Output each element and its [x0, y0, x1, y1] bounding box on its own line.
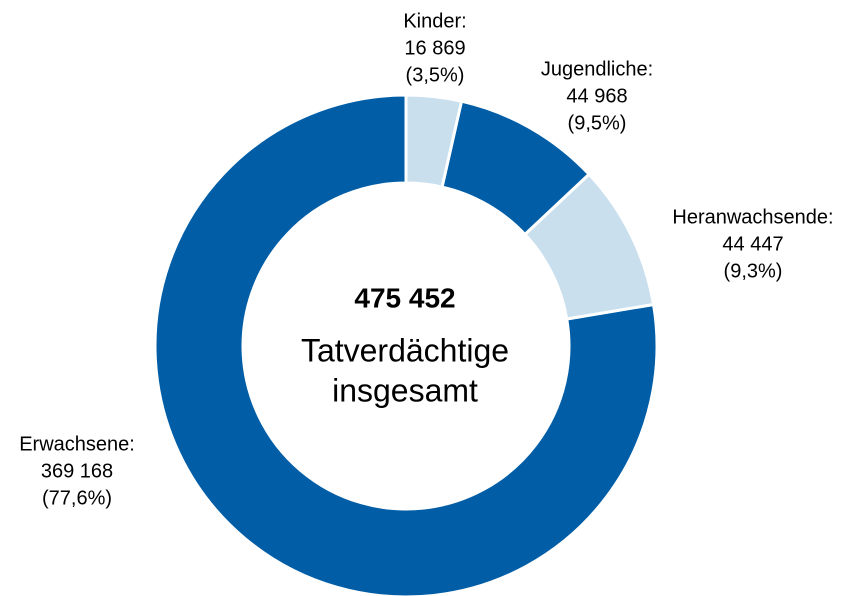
slice-label: Erwachsene: — [19, 433, 135, 455]
percent-label: (9,3%) — [724, 260, 783, 282]
percent-label: (9,5%) — [568, 112, 627, 134]
center-text: insgesamt — [332, 372, 478, 408]
slice — [404, 93, 464, 189]
value-label: 16 869 — [404, 37, 465, 59]
value-label: 44 968 — [566, 85, 627, 107]
percent-label: (77,6%) — [42, 487, 112, 509]
percent-label: (3,5%) — [406, 64, 465, 86]
value-label: 44 447 — [722, 233, 783, 255]
slice-label: Kinder: — [403, 10, 466, 32]
slice-label: Heranwachsende: — [672, 206, 833, 228]
slice — [153, 93, 659, 596]
slice — [522, 172, 656, 321]
value-label: 369 168 — [41, 460, 113, 482]
slice-label: Jugendliche: — [541, 58, 653, 80]
slice — [440, 99, 592, 237]
center-total: 475 452 — [354, 282, 455, 313]
center-text: Tatverdächtige — [301, 332, 509, 368]
